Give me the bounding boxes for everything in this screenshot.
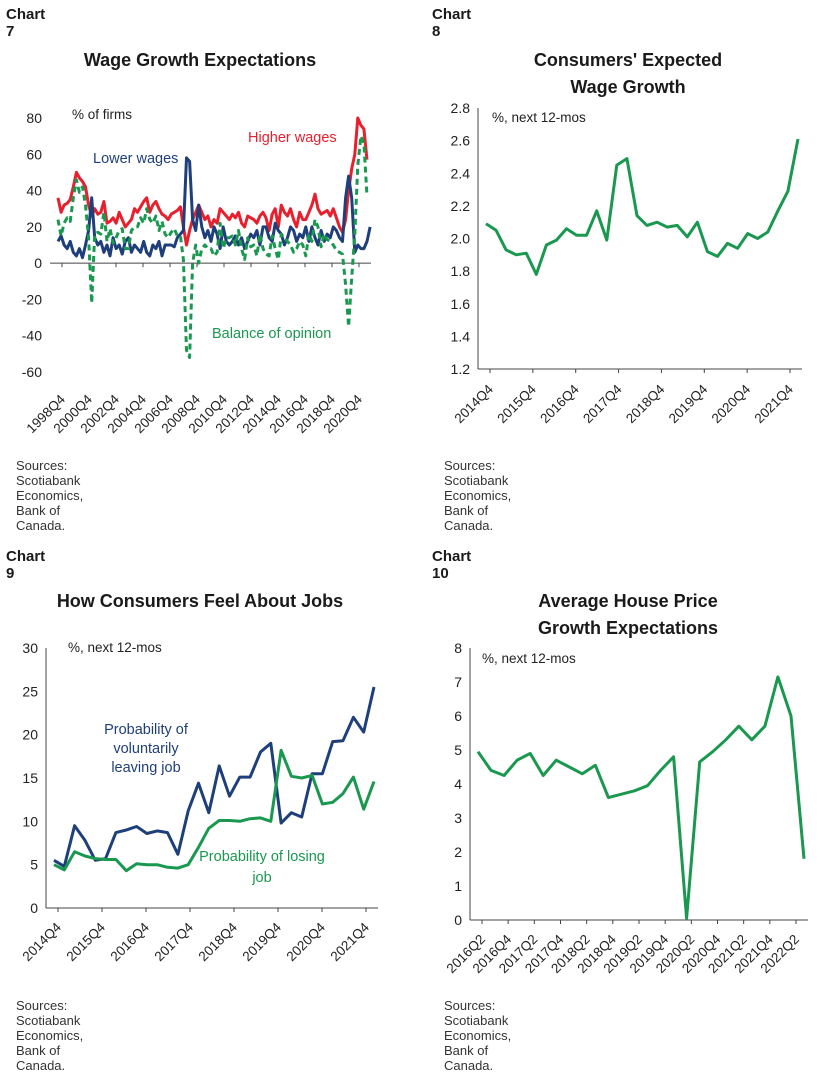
chart-8-plot: 1.2 1.4 1.6 1.8 2.0 2.2 2.4 2.6 2.8 %, next 12-mo… — [451, 100, 802, 426]
series-line-2 — [56, 156, 372, 260]
y-tick-label: 0 — [454, 912, 462, 928]
y-tick-label: 40 — [26, 183, 42, 199]
chart-title: Wage Growth Expectations — [40, 47, 360, 74]
y-tick-label: 1.8 — [451, 263, 471, 279]
y-tick-label: 2.4 — [451, 165, 471, 181]
y-tick-label: 2.8 — [451, 100, 471, 116]
y-tick-label: 1.2 — [451, 361, 471, 377]
series-label: Balance of opinion — [212, 326, 331, 342]
title-line: Wage Growth Expectations — [83, 50, 317, 70]
y-tick-label: 5 — [30, 857, 38, 873]
chart-title: How Consumers Feel About Jobs — [30, 588, 370, 615]
series-label: Probability of — [104, 722, 189, 738]
y-tick-label: 2.6 — [451, 133, 471, 149]
y-tick-label: 1 — [454, 878, 462, 894]
y-tick-label: 10 — [22, 813, 38, 829]
y-tick-label: 60 — [26, 146, 42, 162]
chart-title: Consumers' Expected Wage Growth — [468, 47, 788, 101]
y-tick-label: 4 — [454, 776, 462, 792]
source-note: Sources: Scotiabank Economics, Bank of C… — [444, 458, 512, 533]
y-tick-label: 2 — [454, 844, 462, 860]
y-tick-label: 20 — [22, 727, 38, 743]
source-note: Sources: Scotiabank Economics, Bank of C… — [444, 998, 512, 1073]
chart-number: Chart 7 — [6, 6, 46, 40]
y-tick-label: 1.6 — [451, 296, 471, 312]
series-line-3 — [56, 134, 369, 359]
series-label: leaving job — [111, 760, 180, 776]
title-line: Average House Price — [538, 591, 718, 611]
series-line-1 — [53, 686, 376, 868]
y-tick-label: -40 — [22, 328, 42, 344]
series-label: Lower wages — [93, 151, 178, 167]
unit-label: %, next 12-mos — [482, 651, 576, 666]
chart-title: Average House Price Growth Expectations — [468, 588, 788, 642]
series-line-1 — [476, 675, 806, 920]
y-tick-label: -20 — [22, 291, 42, 307]
y-tick-label: 30 — [22, 640, 38, 656]
series-label: Probability of losing — [199, 849, 325, 865]
series-line-1 — [56, 116, 369, 247]
unit-label: % of firms — [72, 107, 132, 122]
source-note: Sources: Scotiabank Economics, Bank of C… — [16, 458, 84, 533]
y-tick-label: 6 — [454, 708, 462, 724]
series-line-1 — [485, 138, 800, 276]
y-tick-label: -60 — [22, 364, 42, 380]
chart-number: Chart 9 — [6, 548, 46, 582]
y-tick-label: 80 — [26, 110, 42, 126]
series-label: job — [251, 870, 271, 886]
series-label: voluntarily — [113, 741, 179, 757]
y-tick-label: 20 — [26, 219, 42, 235]
y-tick-label: 0 — [30, 900, 38, 916]
y-tick-label: 3 — [454, 810, 462, 826]
y-tick-label: 7 — [454, 674, 462, 690]
y-tick-label: 15 — [22, 770, 38, 786]
title-line: Wage Growth — [570, 77, 686, 97]
y-tick-label: 5 — [454, 742, 462, 758]
y-tick-label: 2.2 — [451, 198, 471, 214]
title-line: Growth Expectations — [537, 618, 719, 638]
y-tick-label: 2.0 — [451, 231, 471, 247]
unit-label: %, next 12-mos — [68, 640, 162, 655]
title-line: How Consumers Feel About Jobs — [56, 591, 344, 611]
y-tick-label: 25 — [22, 683, 38, 699]
y-tick-label: 0 — [34, 255, 42, 271]
unit-label: %, next 12-mos — [492, 110, 586, 125]
y-tick-label: 8 — [454, 640, 462, 656]
chart-number: Chart 10 — [432, 548, 472, 582]
series-label: Higher wages — [248, 130, 337, 146]
chart-number: Chart 8 — [432, 6, 472, 40]
y-tick-label: 1.4 — [451, 328, 471, 344]
series-line-2 — [53, 748, 376, 873]
title-line: Consumers' Expected — [533, 50, 723, 70]
